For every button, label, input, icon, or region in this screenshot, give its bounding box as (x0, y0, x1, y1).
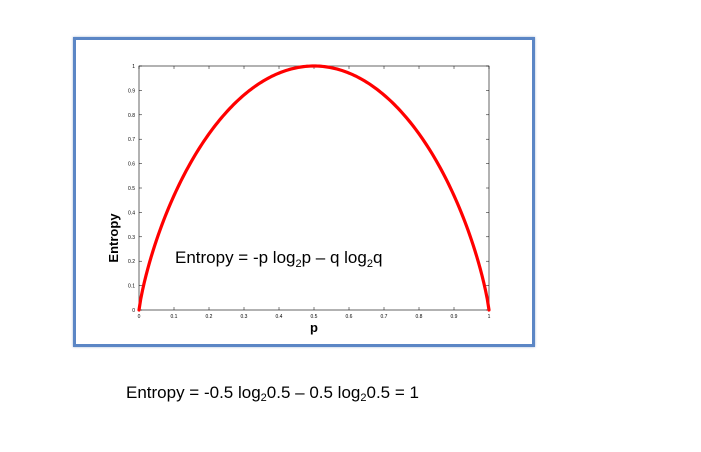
y-tick-label: 0.5 (128, 186, 135, 192)
x-tick-label: 0.5 (311, 314, 318, 320)
x-tick-label: 0 (138, 314, 141, 320)
y-tick-label: 0.3 (128, 235, 135, 241)
y-tick-label: 1 (132, 64, 135, 70)
x-tick-label: 0.6 (346, 314, 353, 320)
chart-frame: 0 0.1 0.2 0.3 0.4 0.5 0.6 0.7 0.8 0.9 1 0 0.1 0.2 0.3… (73, 37, 535, 347)
x-tick-label: 0.4 (276, 314, 283, 320)
y-tick-label: 0.8 (128, 113, 135, 119)
entropy-calculation-caption: Entropy = -0.5 log20.5 – 0.5 log20.5 = 1 (126, 383, 419, 404)
y-tick-label: 0.9 (128, 88, 135, 94)
y-tick-label: 0.4 (128, 210, 135, 216)
x-tick-label: 0.3 (241, 314, 248, 320)
y-tick-label: 0.6 (128, 162, 135, 168)
x-tick-label: 0.9 (451, 314, 458, 320)
x-tick-labels: 0 0.1 0.2 0.3 0.4 0.5 0.6 0.7 0.8 0.9 1 (138, 314, 491, 320)
tick-marks (138, 65, 490, 311)
y-tick-label: 0.1 (128, 284, 135, 290)
y-tick-label: 0 (132, 308, 135, 314)
x-tick-label: 0.2 (206, 314, 213, 320)
plot-area (138, 65, 490, 311)
entropy-chart: 0 0.1 0.2 0.3 0.4 0.5 0.6 0.7 0.8 0.9 1 0 0.1 0.2 0.3… (106, 64, 491, 335)
x-axis-title: p (310, 320, 318, 335)
entropy-curve (137, 64, 491, 312)
y-tick-label: 0.2 (128, 259, 135, 265)
y-axis-title: Entropy (106, 213, 121, 263)
y-tick-label: 0.7 (128, 137, 135, 143)
x-tick-label: 0.1 (171, 314, 178, 320)
formula-annotation: Entropy = -p log2p – q log2q (175, 248, 382, 270)
y-tick-labels: 0 0.1 0.2 0.3 0.4 0.5 0.6 0.7 0.8 0.9 1 (128, 64, 135, 314)
x-tick-label: 0.8 (416, 314, 423, 320)
x-tick-label: 0.7 (381, 314, 388, 320)
x-tick-label: 1 (488, 314, 491, 320)
